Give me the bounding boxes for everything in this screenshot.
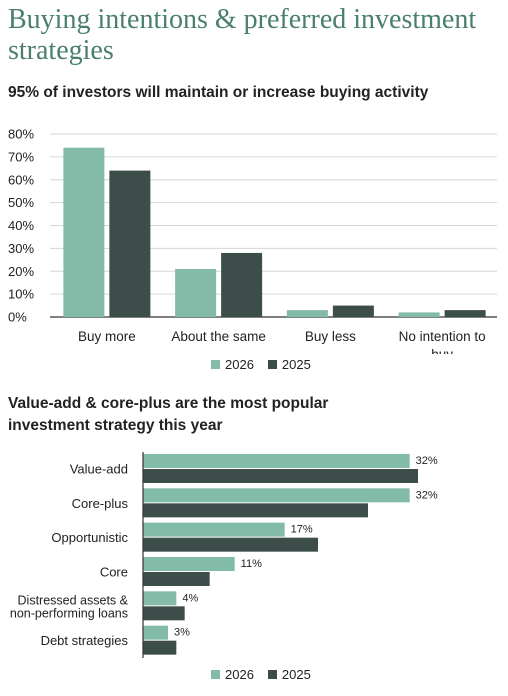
legend-label-2026: 2026 [225, 357, 254, 372]
bar-2026 [63, 147, 105, 317]
legend-item-2026: 2026 [211, 667, 254, 682]
bar-2026 [286, 310, 328, 317]
y-tick-label: 60% [8, 172, 34, 187]
legend-swatch-2026 [211, 360, 220, 369]
y-tick-label: 30% [8, 241, 34, 256]
data-label: 4% [182, 592, 198, 604]
y-category-label: Core [100, 565, 128, 580]
data-label: 32% [416, 489, 438, 501]
legend-item-2026: 2026 [211, 357, 254, 372]
legend-item-2025: 2025 [267, 667, 311, 682]
bar-2025 [143, 503, 368, 518]
bar-2025 [143, 537, 318, 552]
legend-label-2025: 2025 [281, 667, 311, 682]
bar-2026 [143, 625, 168, 640]
data-label: 17% [291, 524, 313, 536]
investment-strategies-chart: 32% Value-add 32% Core-plus 17% Opportunistic… [10, 452, 438, 658]
y-tick-label: 80% [8, 127, 34, 142]
page-title: Buying intentions & preferred investment… [8, 4, 477, 66]
legend-swatch-2025 [267, 670, 277, 679]
bar-2026 [143, 557, 235, 571]
bar-2025 [109, 170, 151, 317]
bar-2025 [221, 252, 263, 317]
legend-item-2025: 2025 [267, 357, 311, 372]
bar-2025 [143, 606, 185, 621]
x-tick-label: No intention to [399, 329, 486, 344]
y-category-label: Debt strategies [41, 633, 129, 648]
data-label: 11% [241, 558, 262, 570]
y-category-label: Distressed assets & [18, 593, 129, 607]
bar-2025 [332, 305, 374, 317]
y-tick-label: 50% [8, 195, 34, 210]
bar-2025 [444, 310, 486, 317]
data-label: 3% [174, 627, 190, 639]
chart-1-subtitle: 95% of investors will maintain or increa… [8, 84, 429, 101]
bar-2025 [143, 469, 418, 483]
x-tick-label: About the same [171, 329, 266, 344]
y-category-label: non-performing loans [10, 606, 128, 620]
chart-2-subtitle: Value-add & core-plus are the most popul… [8, 395, 329, 434]
y-category-label: Opportunistic [51, 530, 128, 545]
legend-label-2026: 2026 [225, 667, 254, 682]
buying-intentions-chart: 0% 10% 20% 30% 40% 50% 60% 70% 80% Buy more About … [8, 127, 497, 354]
legend-label-2025: 2025 [281, 357, 311, 372]
chart-1-legend: 2026 2025 [211, 357, 311, 372]
x-tick-label: buy [431, 347, 453, 354]
bar-2026 [143, 454, 410, 468]
y-tick-label: 70% [8, 149, 34, 164]
bar-2026 [175, 268, 217, 317]
bar-2026 [143, 488, 410, 503]
y-tick-label: 10% [8, 287, 34, 302]
bar-2025 [143, 640, 177, 655]
y-category-label: Value-add [70, 462, 128, 477]
x-tick-label: Buy more [78, 329, 136, 344]
chart-2-legend: 2026 2025 [211, 667, 311, 682]
data-label: 32% [416, 455, 438, 467]
legend-swatch-2026 [211, 670, 220, 679]
y-category-label: Core-plus [72, 496, 129, 511]
bar-2026 [143, 591, 177, 606]
y-tick-label: 40% [8, 218, 34, 233]
bar-2026 [398, 312, 440, 317]
bar-2025 [143, 572, 210, 586]
y-tick-label: 20% [8, 264, 34, 279]
x-tick-label: Buy less [305, 329, 356, 344]
bar-2026 [143, 522, 285, 537]
legend-swatch-2025 [267, 360, 277, 369]
y-tick-label: 0% [8, 310, 27, 325]
